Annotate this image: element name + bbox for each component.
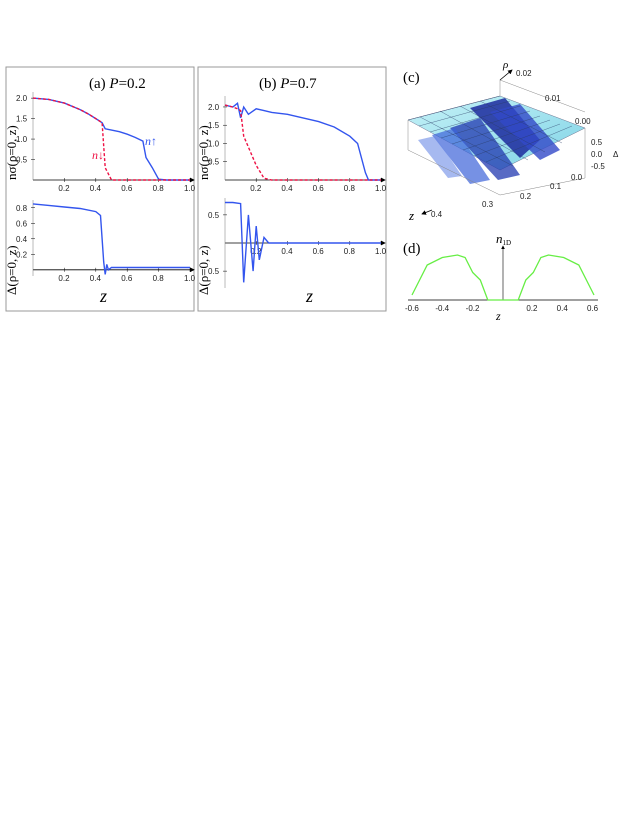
a-top-ytick-label-1: 1.0 <box>16 135 28 144</box>
z3d-tick-1: 0.3 <box>482 200 494 209</box>
b-top-xtick-label-0: 0.2 <box>250 184 262 193</box>
b-top-series-0 <box>224 102 381 181</box>
b-top-xtick-label-3: 0.8 <box>344 184 356 193</box>
d-xtick-label-5: 0.6 <box>587 304 599 313</box>
b-bottom-xtick-label-0: 0.2 <box>250 247 262 256</box>
surface-ridge-5 <box>418 136 462 178</box>
a-bottom-ytick-label-3: 0.8 <box>16 204 28 213</box>
z3d-tick-0: 0.4 <box>431 210 443 219</box>
a-bottom-series-0 <box>32 203 190 275</box>
d-xtick-label-0: -0.6 <box>405 304 419 313</box>
b-bottom-xtick-label-4: 1.0 <box>375 247 387 256</box>
d-xtick-label-1: -0.4 <box>435 304 449 313</box>
surface-ridge-3 <box>450 118 520 180</box>
panel-b-title: (b) P=0.7 <box>259 76 317 92</box>
b-top-ylabel: nσ(ρ=0, z) <box>196 125 211 180</box>
a-bottom-xtick-label-2: 0.6 <box>121 274 133 283</box>
a-top-xtick-label-2: 0.6 <box>121 184 133 193</box>
a-bottom-xtick-label-0: 0.2 <box>58 274 70 283</box>
d-zlabel: z <box>495 309 501 323</box>
d-n1d-label: n1D <box>496 231 511 247</box>
d-xtick-label-2: -0.2 <box>466 304 480 313</box>
a-bottom-ytick-label-0: 0.2 <box>16 250 28 259</box>
z3d-tick-2: 0.2 <box>520 192 532 201</box>
z3d-tick-3: 0.1 <box>550 182 562 191</box>
a-bottom-xtick-label-1: 0.4 <box>90 274 102 283</box>
rho-tick-2: 0.00 <box>575 117 591 126</box>
a-zlabel: z <box>99 286 107 306</box>
a-top-xtick-label-0: 0.2 <box>58 184 70 193</box>
b-top-xtick-label-2: 0.6 <box>313 184 325 193</box>
z3d-axis <box>421 209 433 215</box>
b-bottom-xtick-label-2: 0.6 <box>313 247 325 256</box>
b-top-ytick-label-2: 1.5 <box>208 121 220 130</box>
b-top-ytick-label-3: 2.0 <box>208 103 220 112</box>
panel-b-frame <box>197 66 387 312</box>
a-n-up-label: n↑ <box>145 134 157 148</box>
charts-layer: 0.2 0.4 0.6 0.8 1.0 0.5 1.0 1.5 2.0 0.2 0.4 0.6 0.8 1… <box>16 92 599 313</box>
a-bottom-xtick-label-4: 1.0 <box>184 274 196 283</box>
b-zlabel: z <box>305 286 313 306</box>
a-top-xtick-label-3: 0.8 <box>153 184 165 193</box>
a-top-ytick-label-2: 1.5 <box>16 115 28 124</box>
b-top-ytick-label-1: 1.0 <box>208 139 220 148</box>
z3d-tick-4: 0.0 <box>571 173 583 182</box>
a-bottom-ylabel: Δ(ρ=0, z) <box>4 245 19 295</box>
a-top-ylabel: nσ(ρ=0, z) <box>4 125 19 180</box>
a-top-series-0 <box>32 97 190 181</box>
panel-a-title: (a) P=0.2 <box>89 76 146 92</box>
panel-d-title: (d) <box>403 241 421 257</box>
b-bottom-ylabel: Δ(ρ=0, z) <box>196 245 211 295</box>
d-xtick-label-3: 0.2 <box>526 304 538 313</box>
delta3d-label: Δ <box>613 150 619 159</box>
a-top-ytick-label-3: 2.0 <box>16 94 28 103</box>
z3d-label: z <box>408 208 414 223</box>
delta3d-tick-2: -0.5 <box>591 162 605 171</box>
b-top-xtick-label-4: 1.0 <box>375 184 387 193</box>
b-bottom-ytick-label-0: 0.5 <box>208 211 220 220</box>
delta3d-tick-1: 0.0 <box>591 150 603 159</box>
b-top-ytick-label-0: 0.5 <box>208 158 220 167</box>
a-top-xtick-label-4: 1.0 <box>184 184 196 193</box>
rho-label: ρ <box>502 59 508 71</box>
b-bottom-xtick-label-3: 0.8 <box>344 247 356 256</box>
b-bottom-series-0 <box>225 201 381 283</box>
d-xtick-label-4: 0.4 <box>557 304 569 313</box>
a-bottom-ytick-label-1: 0.4 <box>16 235 28 244</box>
panel-c-title: (c) <box>403 70 420 86</box>
panel-a-frame <box>5 66 195 312</box>
b-bottom-ytick-label-1: 0.5 <box>208 267 220 276</box>
a-top-series-1 <box>32 97 190 181</box>
rho-tick-1: 0.01 <box>545 94 561 103</box>
rho-tick-0: 0.02 <box>516 69 532 78</box>
a-bottom-ytick-label-2: 0.6 <box>16 219 28 228</box>
a-n-down-label: n↓ <box>92 148 104 162</box>
surface-ridge-4 <box>432 128 490 184</box>
a-top-ytick-label-0: 0.5 <box>16 156 28 165</box>
delta3d-tick-0: 0.5 <box>591 138 603 147</box>
b-top-xtick-label-1: 0.4 <box>281 184 293 193</box>
b-bottom-xtick-label-1: 0.4 <box>281 247 293 256</box>
a-top-xtick-label-1: 0.4 <box>90 184 102 193</box>
a-bottom-xtick-label-3: 0.8 <box>153 274 165 283</box>
panel-c-surface: ρ 0.02 0.01 0.00 0.5 0.0 -0.5 Δ z 0.4 0.… <box>407 59 619 223</box>
b-top-series-1 <box>224 104 381 181</box>
rho-axis <box>499 69 513 81</box>
